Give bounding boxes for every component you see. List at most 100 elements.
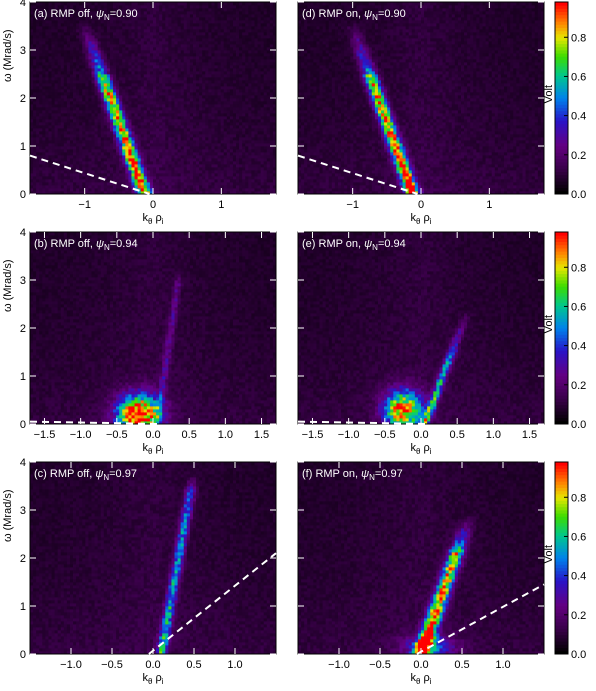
heatmap-cell <box>196 77 200 81</box>
heatmap-cell <box>251 68 255 72</box>
heatmap-cell <box>76 71 80 75</box>
heatmap-cell <box>251 158 255 162</box>
heatmap-cell <box>76 131 80 135</box>
heatmap-cell <box>217 2 222 6</box>
heatmap-cell <box>100 92 105 96</box>
heatmap-cell <box>100 26 105 30</box>
heatmap-cell <box>42 83 46 87</box>
heatmap-cell <box>165 29 169 33</box>
heatmap-cell <box>106 68 111 72</box>
heatmap-cell <box>257 53 262 57</box>
heatmap-cell <box>73 2 77 6</box>
heatmap-cell <box>113 134 117 138</box>
heatmap-cell <box>239 155 243 159</box>
heatmap-cell <box>54 53 59 57</box>
heatmap-cell <box>48 83 52 87</box>
heatmap-cell <box>73 113 77 117</box>
heatmap-cell <box>103 149 108 153</box>
heatmap-cell <box>186 98 191 102</box>
heatmap-cell <box>189 119 194 123</box>
heatmap-cell <box>254 35 258 39</box>
heatmap-cell <box>242 143 246 147</box>
heatmap-cell <box>196 134 200 138</box>
heatmap-cell <box>239 182 243 186</box>
heatmap-cell <box>113 77 117 81</box>
heatmap-cell <box>162 20 166 24</box>
heatmap-cell <box>36 179 40 183</box>
heatmap-cell <box>208 131 212 135</box>
heatmap-cell <box>103 113 108 117</box>
heatmap-cell <box>94 59 99 63</box>
heatmap-cell <box>229 152 234 156</box>
heatmap-cell <box>66 86 71 90</box>
heatmap-cell <box>128 50 132 54</box>
heatmap-cell <box>177 77 182 81</box>
heatmap-cell <box>257 62 262 66</box>
heatmap-cell <box>242 98 246 102</box>
heatmap-cell <box>116 134 120 138</box>
heatmap-cell <box>205 29 209 33</box>
heatmap-cell <box>42 5 46 9</box>
heatmap-cell <box>63 80 68 84</box>
heatmap-cell <box>189 89 194 93</box>
heatmap-cell <box>223 83 228 87</box>
heatmap-cell <box>143 134 148 138</box>
heatmap-cell <box>48 86 52 90</box>
heatmap-cell <box>242 2 246 6</box>
heatmap-cell <box>73 8 77 12</box>
heatmap-cell <box>97 125 102 129</box>
heatmap-cell <box>42 188 46 192</box>
heatmap-cell <box>162 119 166 123</box>
heatmap-cell <box>174 104 179 108</box>
heatmap-cell <box>211 179 215 183</box>
heatmap-cell <box>36 128 40 132</box>
heatmap-cell <box>122 134 126 138</box>
heatmap-cell <box>131 5 135 9</box>
heatmap-cell <box>162 11 166 15</box>
heatmap-cell <box>269 188 274 192</box>
heatmap-cell <box>214 185 218 189</box>
heatmap-cell <box>125 83 129 87</box>
heatmap-cell <box>76 137 80 141</box>
heatmap-cell <box>242 8 246 12</box>
heatmap-cell <box>73 41 77 45</box>
heatmap-cell <box>134 92 139 96</box>
heatmap-cell <box>91 92 95 96</box>
heatmap-cell <box>103 44 108 48</box>
heatmap-cell <box>60 89 65 93</box>
heatmap-cell <box>103 188 108 192</box>
heatmap-cell <box>242 14 246 18</box>
heatmap-cell <box>94 56 99 60</box>
heatmap-cell <box>106 176 111 180</box>
heatmap-cell <box>156 41 160 45</box>
heatmap-cell <box>189 65 194 69</box>
heatmap-cell <box>60 152 65 156</box>
heatmap-cell <box>242 71 246 75</box>
heatmap-cell <box>202 92 206 96</box>
heatmap-cell <box>159 98 163 102</box>
heatmap-cell <box>214 35 218 39</box>
heatmap-cell <box>106 71 111 75</box>
heatmap-cell <box>128 29 132 33</box>
heatmap-cell <box>63 14 68 18</box>
heatmap-cell <box>54 65 59 69</box>
heatmap-cell <box>229 191 234 195</box>
heatmap-cell <box>33 62 37 66</box>
heatmap-cell <box>232 101 237 105</box>
heatmap-cell <box>174 95 179 99</box>
heatmap-cell <box>91 59 95 63</box>
heatmap-cell <box>211 62 215 66</box>
heatmap-cell <box>48 179 52 183</box>
heatmap-cell <box>205 161 209 165</box>
heatmap-cell <box>54 2 59 6</box>
heatmap-cell <box>171 83 175 87</box>
heatmap-cell <box>149 101 154 105</box>
heatmap-cell <box>189 146 194 150</box>
heatmap-cell <box>60 131 65 135</box>
heatmap-cell <box>254 167 258 171</box>
heatmap-cell <box>76 59 80 63</box>
heatmap-cell <box>140 92 145 96</box>
heatmap-cell <box>217 95 222 99</box>
heatmap-cell <box>266 89 271 93</box>
heatmap-cell <box>263 5 268 9</box>
